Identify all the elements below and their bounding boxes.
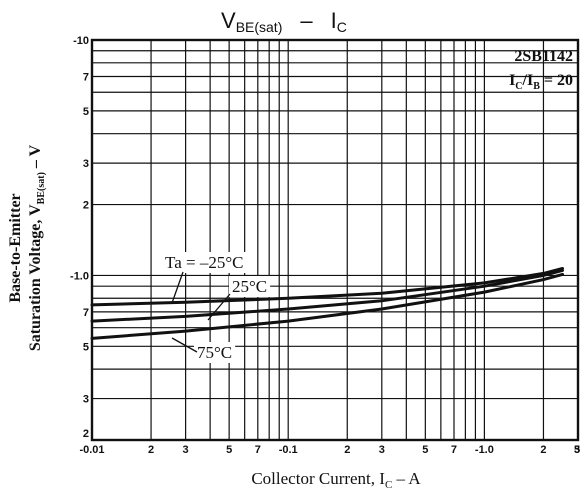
y-tick-label: 7	[83, 307, 89, 319]
curve-label-0: Ta = –25°C	[165, 253, 243, 272]
y-tick-label: -10	[73, 35, 89, 47]
x-tick-label: -1.0	[475, 444, 494, 456]
curve-label-bg	[194, 342, 236, 363]
x-tick-label: 5	[422, 444, 428, 456]
x-tick-label: 3	[379, 444, 385, 456]
series-line-2	[90, 272, 564, 340]
y-axis-label-line1: Base-to-Emitter	[7, 193, 24, 302]
grid	[91, 39, 579, 441]
x-tick-label: 7	[451, 444, 457, 456]
x-tick-label: 5	[574, 444, 580, 456]
part-number: 2SB1142	[514, 48, 573, 65]
leader-line	[171, 271, 184, 304]
x-tick-label: 3	[574, 444, 580, 456]
x-axis-label: Collector Current, IC – A	[251, 469, 421, 491]
x-tick-label: 2	[344, 444, 350, 456]
x-tick-label: -0.1	[279, 444, 298, 456]
curve-label-bg	[229, 276, 271, 297]
chart-title: VBE(sat) – IC	[221, 8, 347, 35]
series-line-1	[90, 268, 564, 323]
curve-label-2: 75°C	[197, 343, 232, 362]
series-line-0	[90, 267, 564, 307]
y-tick-label: -1.0	[70, 270, 89, 282]
curves	[90, 267, 564, 340]
y-tick-label: 2	[83, 200, 89, 212]
leader-line	[171, 337, 198, 353]
x-tick-label: 3	[183, 444, 189, 456]
y-tick-label: 2	[83, 428, 89, 440]
y-tick-label: 5	[83, 341, 89, 353]
x-tick-label: 2	[148, 444, 154, 456]
curve-label-bg	[162, 252, 247, 273]
x-tick-label: 5	[226, 444, 232, 456]
plot-frame	[90, 38, 580, 442]
x-tick-label: -0.01	[79, 444, 104, 456]
y-tick-label: 5	[83, 106, 89, 118]
condition-label: IC/IB = 20	[509, 72, 573, 92]
x-tick-label: 7	[255, 444, 261, 456]
y-tick-label: 7	[83, 71, 89, 83]
leader-line	[207, 293, 231, 321]
y-axis-label-line2: Saturation Voltage, VBE(sat) – V	[27, 144, 47, 351]
x-tick-label: 2	[540, 444, 546, 456]
curve-labels: Ta = –25°C 25°C 75°C	[162, 252, 271, 363]
y-tick-label: 3	[83, 158, 89, 170]
curve-label-1: 25°C	[232, 277, 267, 296]
y-tick-label: 3	[83, 394, 89, 406]
